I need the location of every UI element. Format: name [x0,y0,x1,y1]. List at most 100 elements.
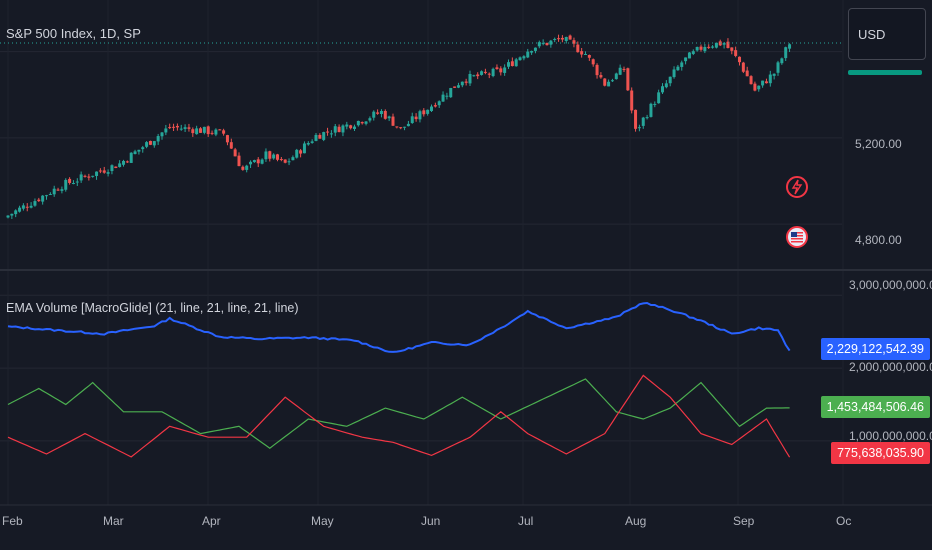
candle [133,149,137,155]
volume-axis-label-1b: 1,000,000,000.00 [849,429,932,443]
candle [302,141,306,154]
candle [125,160,129,163]
candle [60,186,64,194]
candle [545,42,549,46]
candle [584,51,587,55]
candle [372,110,376,121]
candle [83,174,87,178]
candle [468,70,472,86]
candle [634,109,638,132]
candle [29,202,33,209]
candle [41,195,45,205]
candle [595,63,599,79]
candle [433,102,437,108]
candle [541,39,545,46]
candle [503,64,507,76]
candle [495,64,499,70]
price-axis-label-4800: 4,800.00 [855,233,902,247]
candle [480,70,484,76]
candle [672,66,676,79]
candle [252,159,256,163]
candle [426,109,430,116]
candle [25,203,29,212]
candle [537,40,541,49]
candle [734,46,738,58]
ema-down-volume-value-badge: 775,638,035.90 [831,442,930,464]
candle [707,44,711,50]
candle [168,123,172,130]
candle [95,171,99,180]
ema-line-down [7,374,791,458]
candle [237,152,241,167]
candle [607,79,611,87]
candle [268,150,272,162]
candle [349,124,353,130]
candle [391,113,395,126]
candle [526,48,530,59]
candle [195,125,199,135]
price-axis-label-5200: 5,200.00 [855,137,902,151]
candle [152,140,156,148]
candle [557,34,561,42]
candle [676,64,680,71]
candle [364,121,368,126]
candle [522,55,526,61]
candle [102,166,106,174]
time-axis-label-feb: Feb [2,514,23,528]
candle [21,203,25,211]
candle [714,42,718,49]
candle [383,109,387,120]
currency-selector[interactable]: USD [848,8,926,60]
us-flag-event-icon[interactable] [786,226,808,248]
candle [10,213,14,219]
last-price-marker [848,70,922,75]
candle [653,101,657,108]
candle [206,125,210,137]
candle [314,133,318,142]
candle [368,116,372,123]
candle [175,123,179,131]
candle [406,120,410,127]
candle [599,72,603,79]
candle [141,145,145,153]
candle [210,130,214,136]
candle [572,37,576,48]
candle [222,128,226,136]
candle [533,47,537,54]
candle [75,178,79,186]
ema-line-up [7,378,790,449]
candle [376,109,380,115]
candle [764,78,768,84]
candlestick-series [0,34,842,219]
candle [422,108,426,117]
candle [403,126,407,131]
candle [283,159,287,164]
candle [449,87,453,98]
candle [148,140,152,146]
lightning-event-icon[interactable] [786,176,808,198]
candle [753,81,757,92]
candle [202,126,206,135]
candle [279,157,283,162]
candle [229,138,233,149]
candle [276,153,279,162]
candle [345,121,349,130]
candle [711,45,715,49]
candle [37,197,41,202]
candle [410,112,414,124]
candle [306,141,310,146]
candle [225,134,229,146]
candle [622,66,626,73]
candle [453,86,457,88]
candle [464,78,468,86]
candle [187,123,191,132]
candle [549,39,553,48]
time-axis-label-jun: Jun [421,514,441,528]
candle [788,43,792,53]
candle [761,80,765,88]
candle [160,131,164,140]
candle [395,126,399,129]
candle [741,61,745,74]
candle [445,92,449,100]
